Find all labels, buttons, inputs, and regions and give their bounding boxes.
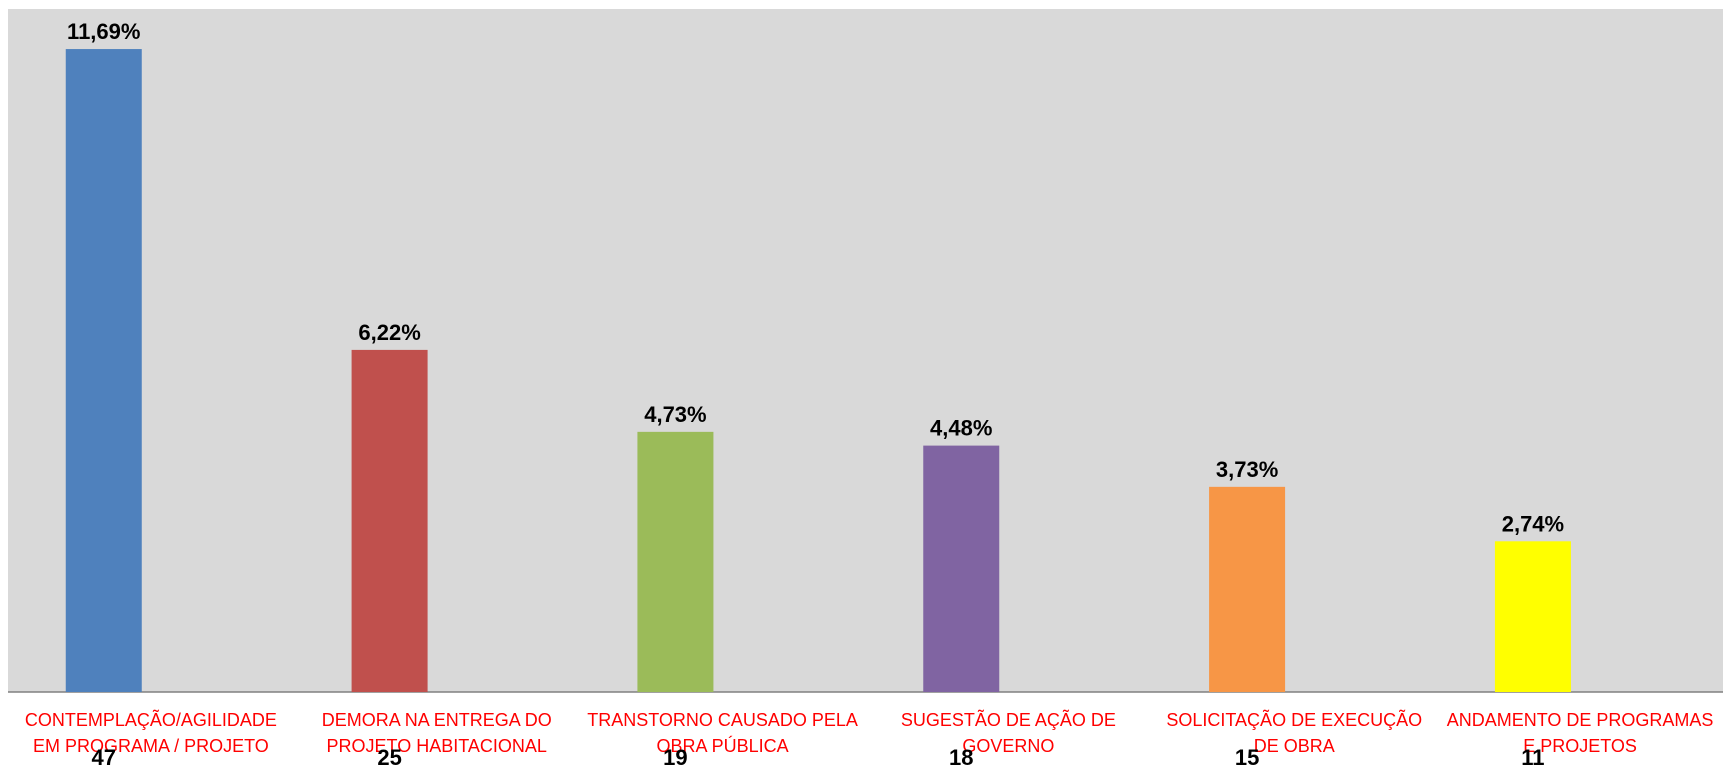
bar bbox=[65, 49, 142, 693]
x-tick-label: SUGESTÃO DE AÇÃO DE GOVERNO bbox=[900, 710, 1116, 756]
count-label: 15 bbox=[1235, 745, 1259, 770]
bar bbox=[1209, 486, 1286, 692]
value-label: 4,48% bbox=[930, 416, 992, 441]
bar bbox=[1494, 541, 1571, 692]
value-label: 6,22% bbox=[358, 320, 420, 345]
value-label: 11,69% bbox=[67, 19, 140, 44]
bar bbox=[351, 349, 428, 692]
bar bbox=[923, 445, 1000, 692]
count-label: 19 bbox=[663, 745, 687, 770]
count-label: 47 bbox=[92, 745, 116, 770]
bar bbox=[637, 431, 714, 692]
value-label: 2,74% bbox=[1502, 511, 1564, 536]
x-tick-label: CONTEMPLAÇÃO/AGILIDADE EM PROGRAMA / PRO… bbox=[24, 710, 277, 756]
x-tick-label: SOLICITAÇÃO DE EXECUÇÃO DE OBRA bbox=[1166, 710, 1423, 756]
plot-area bbox=[8, 9, 1723, 692]
x-tick-label: ANDAMENTO DE PROGRAMAS E PROJETOS bbox=[1446, 710, 1714, 756]
x-tick-label: TRANSTORNO CAUSADO PELA OBRA PÚBLICA bbox=[587, 710, 858, 756]
x-tick-label: DEMORA NA ENTREGA DO PROJETO HABITACIONA… bbox=[321, 710, 552, 756]
value-label: 3,73% bbox=[1216, 457, 1278, 482]
count-label: 11 bbox=[1521, 745, 1544, 770]
count-label: 25 bbox=[377, 745, 401, 770]
value-label: 4,73% bbox=[644, 402, 706, 427]
count-label: 18 bbox=[949, 745, 973, 770]
